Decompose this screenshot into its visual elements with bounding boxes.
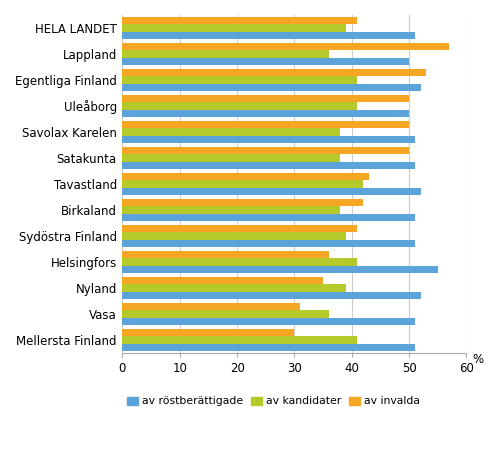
Bar — [122, 50, 329, 58]
Bar — [122, 128, 340, 136]
Bar — [122, 213, 415, 221]
Bar — [122, 199, 363, 206]
Bar — [122, 162, 415, 169]
Bar — [122, 17, 357, 24]
Bar — [122, 225, 357, 232]
Bar — [122, 187, 421, 195]
Bar — [122, 344, 415, 351]
Bar — [122, 310, 329, 318]
Legend: av röstberättigade, av kandidater, av invalda: av röstberättigade, av kandidater, av in… — [123, 392, 425, 411]
Bar — [122, 58, 409, 65]
Bar — [122, 154, 340, 162]
Bar — [122, 266, 438, 273]
Bar — [122, 147, 409, 154]
Bar — [122, 95, 409, 102]
Bar — [122, 284, 346, 292]
Bar — [122, 232, 346, 239]
Text: %: % — [472, 353, 484, 366]
Bar — [122, 318, 415, 325]
Bar — [122, 303, 300, 310]
Bar — [122, 43, 449, 50]
Bar — [122, 102, 357, 110]
Bar — [122, 24, 346, 32]
Bar — [122, 121, 409, 128]
Bar — [122, 336, 357, 344]
Bar — [122, 32, 415, 39]
Bar — [122, 292, 421, 299]
Bar — [122, 136, 415, 143]
Bar — [122, 173, 369, 180]
Bar — [122, 110, 409, 117]
Bar — [122, 329, 294, 336]
Bar — [122, 69, 426, 76]
Bar — [122, 180, 363, 187]
Bar — [122, 206, 340, 213]
Bar — [122, 76, 357, 84]
Bar — [122, 277, 323, 284]
Bar — [122, 251, 329, 258]
Bar — [122, 84, 421, 91]
Bar — [122, 239, 415, 247]
Bar — [122, 258, 357, 266]
